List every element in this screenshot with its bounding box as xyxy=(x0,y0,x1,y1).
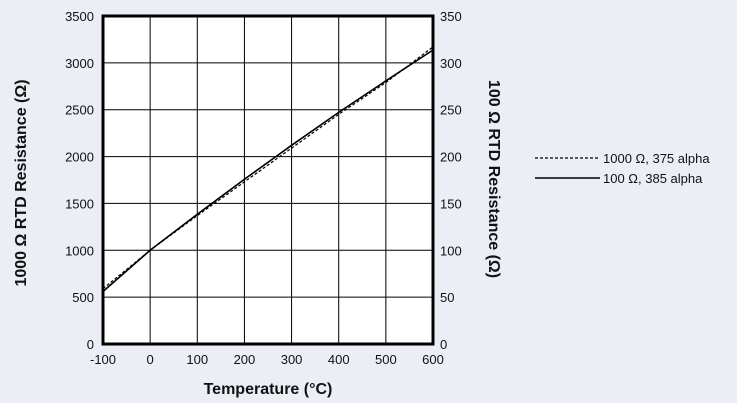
legend-label-1: 1000 Ω, 375 alpha xyxy=(603,151,710,166)
y-right-tick-label: 150 xyxy=(440,196,462,211)
legend-label-2: 100 Ω, 385 alpha xyxy=(603,171,703,186)
x-tick-label: 100 xyxy=(186,352,208,367)
y-right-tick-label: 100 xyxy=(440,243,462,258)
y-right-tick-label: 0 xyxy=(440,337,447,352)
series-line-2 xyxy=(102,49,434,293)
y-left-tick-label: 2000 xyxy=(65,150,94,165)
y-left-tick-label: 1000 xyxy=(65,243,94,258)
legend: 1000 Ω, 375 alpha 100 Ω, 385 alpha xyxy=(535,151,710,186)
y-left-tick-label: 500 xyxy=(72,290,94,305)
grid xyxy=(102,15,434,345)
y-axis-right-label: 100 Ω RTD Resistance (Ω) xyxy=(485,80,502,278)
plot-frame xyxy=(101,14,435,346)
x-tick-label: 500 xyxy=(375,352,397,367)
x-tick-label: 600 xyxy=(422,352,444,367)
y-right-tick-label: 250 xyxy=(440,103,462,118)
x-tick-label: 300 xyxy=(281,352,303,367)
y-right-tick-label: 350 xyxy=(440,9,462,24)
y-left-tick-label: 1500 xyxy=(65,196,94,211)
x-tick-label: 400 xyxy=(328,352,350,367)
y-right-tick-label: 200 xyxy=(440,150,462,165)
y-right-tick-label: 50 xyxy=(440,290,454,305)
tick-labels: -100 0 100 200 300 400 500 60005001000150020002… xyxy=(65,9,462,367)
series-layer xyxy=(102,46,434,293)
y-left-tick-label: 3500 xyxy=(65,9,94,24)
x-tick-label: -100 xyxy=(90,352,116,367)
y-left-tick-label: 2500 xyxy=(65,103,94,118)
x-tick-label: 0 xyxy=(147,352,154,367)
x-tick-label: 200 xyxy=(234,352,256,367)
y-axis-left-label: 1000 Ω RTD Resistance (Ω) xyxy=(13,79,30,286)
y-left-tick-label: 0 xyxy=(87,337,94,352)
plot-area xyxy=(103,16,433,344)
y-left-tick-label: 3000 xyxy=(65,56,94,71)
y-right-tick-label: 300 xyxy=(440,56,462,71)
x-axis-label: Temperature (°C) xyxy=(204,381,333,398)
